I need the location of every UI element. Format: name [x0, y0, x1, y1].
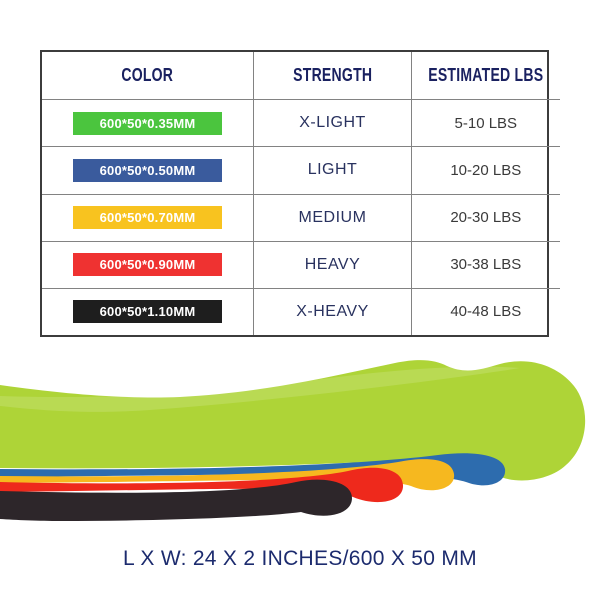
lbs-label: 5-10 LBS: [454, 114, 518, 132]
swatch-size-label: 600*50*0.90MM: [99, 257, 196, 273]
table-row-strength-cell: HEAVY: [253, 240, 411, 288]
table-row-strength-cell: X-LIGHT: [253, 99, 411, 147]
strength-label: X-HEAVY: [296, 302, 369, 320]
strength-label: HEAVY: [304, 255, 361, 273]
table-row-color-cell: 600*50*0.90MM: [42, 240, 253, 288]
table-header-color: COLOR: [42, 52, 253, 99]
swatch-size-label: 600*50*0.70MM: [99, 210, 196, 226]
table-row-strength-cell: MEDIUM: [253, 193, 411, 241]
table-header-estimated-lbs: ESTIMATED LBS: [411, 52, 560, 100]
table-row-lbs-cell: 10-20 LBS: [411, 146, 560, 194]
color-swatch-blue: 600*50*0.50MM: [73, 158, 222, 182]
table-row-lbs-cell: 40-48 LBS: [411, 287, 560, 335]
table-row-strength-cell: LIGHT: [253, 146, 411, 194]
table-row-lbs-cell: 20-30 LBS: [411, 193, 560, 241]
table-row-lbs-cell: 30-38 LBS: [411, 240, 560, 288]
lbs-label: 30-38 LBS: [450, 256, 522, 274]
table-header-strength: STRENGTH: [253, 52, 411, 100]
table-row-color-cell: 600*50*0.70MM: [42, 193, 253, 241]
black-band: [0, 479, 352, 521]
yellow-band: [0, 459, 455, 491]
dimensions-caption: L X W: 24 X 2 INCHES/600 X 50 MM: [123, 547, 477, 570]
blue-band: [0, 453, 506, 486]
resistance-bands-photo: [0, 360, 586, 521]
lbs-label: 40-48 LBS: [450, 303, 522, 321]
table-row-lbs-cell: 5-10 LBS: [411, 99, 560, 147]
table-row-color-cell: 600*50*1.10MM: [42, 287, 253, 335]
header-label-color: COLOR: [121, 65, 174, 86]
strength-label: MEDIUM: [298, 208, 367, 226]
red-band: [0, 467, 404, 503]
swatch-size-label: 600*50*1.10MM: [99, 304, 196, 320]
table-row-strength-cell: X-HEAVY: [253, 287, 411, 335]
color-swatch-yellow: 600*50*0.70MM: [73, 206, 222, 230]
swatch-size-label: 600*50*0.35MM: [99, 115, 196, 131]
table-row-color-cell: 600*50*0.35MM: [42, 99, 253, 146]
strength-label: X-LIGHT: [299, 114, 366, 132]
table-row-color-cell: 600*50*0.50MM: [42, 146, 253, 193]
spec-table: COLOR STRENGTH ESTIMATED LBS 600*50*0.35…: [40, 50, 560, 337]
header-label-estimated-lbs: ESTIMATED LBS: [428, 65, 544, 86]
lbs-label: 20-30 LBS: [450, 209, 522, 227]
color-swatch-black: 600*50*1.10MM: [73, 300, 222, 324]
green-band: [0, 360, 586, 481]
header-label-strength: STRENGTH: [292, 65, 373, 86]
color-swatch-red: 600*50*0.90MM: [73, 253, 222, 277]
green-band-highlight: [0, 366, 520, 412]
lbs-label: 10-20 LBS: [450, 161, 522, 179]
strength-label: LIGHT: [307, 161, 358, 179]
color-swatch-green: 600*50*0.35MM: [73, 111, 222, 135]
swatch-size-label: 600*50*0.50MM: [99, 162, 196, 178]
